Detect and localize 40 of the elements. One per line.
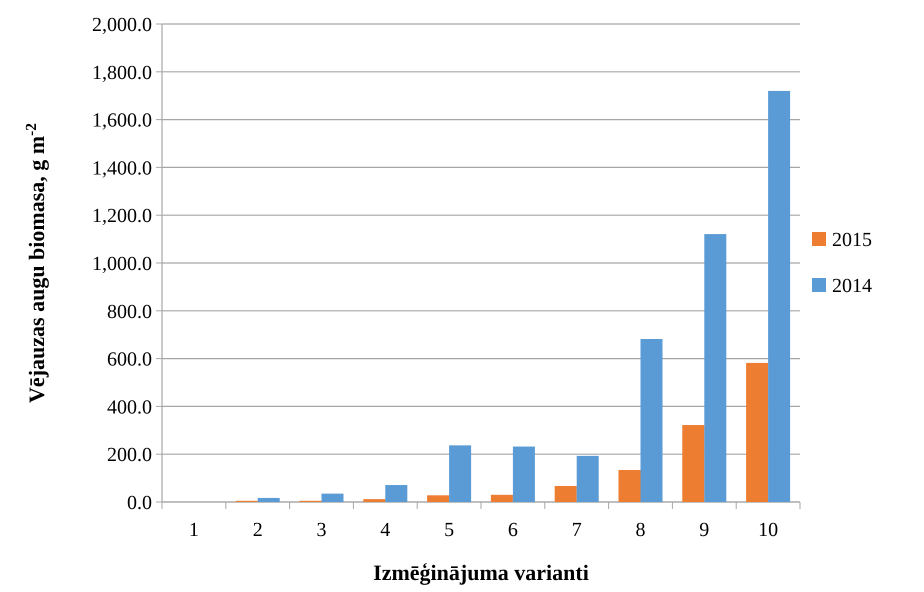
- bar: [618, 470, 640, 502]
- x-tick-label: 6: [508, 519, 518, 541]
- bar: [746, 362, 768, 502]
- y-tick-label: 200.0: [107, 444, 152, 466]
- bar: [322, 494, 344, 502]
- y-tick-label: 800.0: [107, 300, 152, 323]
- bar: [576, 456, 599, 502]
- y-tick-label: 400.0: [107, 396, 152, 418]
- y-tick-label: 1,800.0: [92, 62, 152, 84]
- x-tick-label: 10: [758, 519, 778, 541]
- bar: [554, 486, 577, 502]
- bar: [385, 485, 408, 502]
- x-tick-label: 4: [380, 519, 390, 541]
- x-axis-title: Izmēģinājuma varianti: [373, 560, 589, 585]
- legend-label: 2014: [832, 275, 872, 297]
- bar: [640, 339, 663, 502]
- bar: [449, 445, 472, 502]
- bar: [258, 498, 280, 502]
- x-tick-label: 9: [699, 519, 710, 541]
- x-tick-label: 3: [316, 519, 326, 541]
- x-tick-label: 8: [636, 519, 646, 541]
- bar: [490, 494, 513, 502]
- bar: [427, 495, 450, 502]
- x-tick-label: 1: [188, 519, 199, 541]
- bar: [704, 234, 726, 502]
- x-tick-label: 5: [444, 519, 454, 541]
- legend-label: 2015: [832, 229, 872, 251]
- y-tick-label: 1,600.0: [92, 110, 152, 132]
- y-tick-label: 2,000.0: [92, 14, 152, 36]
- bar: [512, 446, 535, 502]
- x-tick-label: 2: [252, 519, 263, 541]
- y-tick-label: 600.0: [107, 348, 152, 371]
- y-tick-label: 1,000.0: [92, 253, 152, 275]
- bar: [682, 425, 704, 502]
- x-tick-label: 7: [572, 519, 582, 541]
- y-tick-label: 1,200.0: [92, 205, 152, 228]
- y-tick-label: 1,400.0: [92, 157, 152, 180]
- bar: [363, 499, 386, 502]
- bar: [768, 90, 790, 502]
- y-tick-label: 0.0: [127, 492, 152, 514]
